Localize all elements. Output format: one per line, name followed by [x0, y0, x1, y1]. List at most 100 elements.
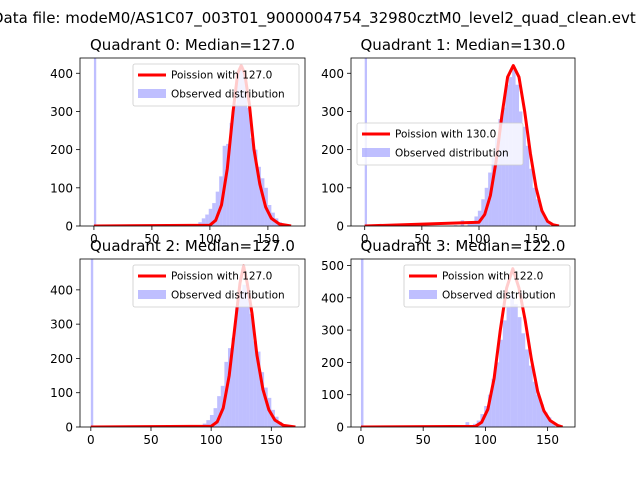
histogram-bar	[217, 396, 221, 427]
legend-fit-label: Poission with 130.0	[395, 129, 496, 141]
histogram-bar	[233, 103, 237, 226]
y-tick-label: 400	[321, 67, 344, 81]
histogram-bar	[243, 79, 248, 226]
y-tick-label: 200	[50, 352, 73, 366]
legend-hist-label: Observed distribution	[171, 89, 285, 101]
axes-frame	[350, 57, 576, 227]
histogram-bar	[501, 107, 506, 226]
x-tick-label: 100	[474, 433, 497, 447]
histogram-bar	[506, 307, 511, 427]
legend-hist-swatch	[138, 290, 166, 299]
histogram-bar	[260, 178, 265, 226]
subplot-quadrant-3: Quadrant 3: Median=122.0 0 50 100 150 0 100 200…	[321, 237, 576, 447]
histogram-bar	[93, 58, 97, 226]
histogram-bar	[499, 339, 503, 427]
legend-hist-label: Observed distribution	[442, 290, 556, 302]
histogram-bar	[498, 119, 502, 226]
x-tick-label: 0	[87, 433, 95, 447]
legend: Poission with 122.0 Observed distribution	[403, 264, 571, 308]
x-tick-label: 150	[260, 433, 283, 447]
histogram-bar	[231, 337, 236, 427]
y-tick-label: 300	[50, 318, 73, 332]
histogram-bar	[256, 351, 261, 427]
histogram-bar	[495, 362, 500, 427]
histogram-bar	[543, 412, 548, 427]
histogram-bar	[471, 222, 475, 226]
x-tick-label: 0	[357, 433, 365, 447]
histogram-bar	[536, 199, 540, 226]
histogram-bar	[238, 289, 243, 427]
histogram-bar	[532, 381, 537, 427]
histogram-bar	[467, 224, 471, 226]
axes-title: Quadrant 3: Median=122.0	[361, 237, 566, 255]
y-tick-label: 200	[321, 356, 344, 370]
y-tick-label: 100	[321, 388, 344, 402]
x-tick-label: 100	[468, 232, 491, 246]
histogram-bar	[519, 111, 523, 226]
y-tick-label: 400	[50, 283, 73, 297]
histogram-bar	[208, 208, 213, 226]
histogram-bar	[229, 122, 234, 226]
figure-title: Data file: modeM0/AS1C07_003T01_90000047…	[0, 9, 636, 27]
legend-hist-swatch	[362, 148, 390, 157]
axes-frame	[350, 258, 576, 428]
histogram-bar	[532, 187, 537, 226]
histogram-bar	[539, 208, 543, 226]
axes-frame	[79, 258, 306, 428]
histogram-bar	[242, 284, 247, 427]
histogram-bar	[510, 294, 515, 427]
poisson-fit-line	[364, 64, 560, 226]
x-tick-label: 150	[256, 232, 279, 246]
histogram-bar	[529, 168, 533, 226]
histogram-bar	[360, 259, 364, 427]
legend-box	[403, 264, 571, 308]
histogram-bar	[551, 422, 556, 427]
legend: Poission with 130.0 Observed distribution	[356, 122, 524, 166]
histogram-bar	[253, 149, 258, 226]
legend-hist-label: Observed distribution	[395, 148, 509, 160]
y-tick-label: 300	[50, 105, 73, 119]
y-tick-label: 500	[321, 259, 344, 273]
histogram-bar	[491, 378, 496, 427]
y-tick-label: 200	[50, 143, 73, 157]
histogram-bar	[514, 304, 518, 427]
axes-title: Quadrant 2: Median=127.0	[90, 237, 295, 255]
axes-title: Quadrant 0: Median=127.0	[90, 36, 295, 54]
histogram-bar	[491, 157, 495, 226]
histogram-bar	[212, 203, 216, 226]
legend-hist-label: Observed distribution	[171, 290, 285, 302]
x-tick-label: 100	[198, 232, 221, 246]
histogram-bar	[546, 222, 550, 226]
histogram-bar	[260, 372, 265, 427]
y-tick-label: 400	[321, 291, 344, 305]
y-tick-label: 100	[50, 386, 73, 400]
histogram-bar	[547, 417, 552, 427]
histogram-bar	[247, 107, 251, 226]
subplot-quadrant-2: Quadrant 2: Median=127.0 0 50 100 150 0 100 200…	[50, 237, 306, 447]
legend-box	[356, 122, 524, 166]
y-tick-label: 0	[65, 220, 73, 234]
axes-frame	[79, 57, 306, 227]
legend-box	[132, 63, 300, 107]
y-tick-label: 0	[65, 421, 73, 435]
histogram-bar	[215, 191, 220, 226]
histogram-bar	[525, 145, 530, 226]
x-tick-label: 0	[361, 232, 369, 246]
histogram-bar	[487, 394, 492, 427]
legend: Poission with 127.0 Observed distribution	[132, 63, 300, 107]
histogram-bar	[495, 138, 499, 226]
histogram-bar	[540, 404, 544, 427]
x-tick-label: 50	[143, 433, 158, 447]
y-tick-label: 100	[321, 181, 344, 195]
x-tick-label: 50	[416, 433, 431, 447]
legend-fit-label: Poission with 127.0	[171, 271, 272, 283]
histogram-bar	[227, 348, 232, 427]
x-tick-label: 100	[200, 433, 223, 447]
histogram-bar	[209, 415, 214, 427]
histogram-bar	[517, 317, 522, 427]
histogram-bar	[250, 138, 254, 226]
histogram-bar	[502, 320, 507, 427]
histogram-bar	[536, 394, 541, 427]
axes-title: Quadrant 1: Median=130.0	[361, 36, 566, 54]
